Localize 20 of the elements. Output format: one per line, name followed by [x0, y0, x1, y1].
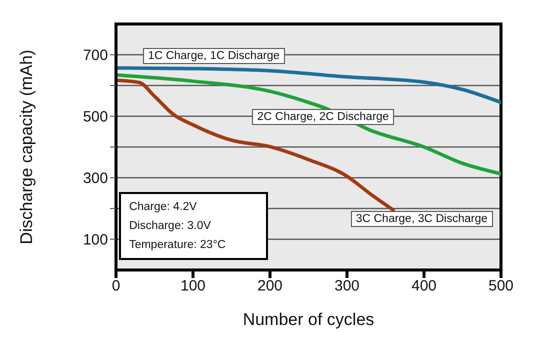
note-box: Charge: 4.2V Discharge: 3.0V Temperature: 23°C	[119, 192, 268, 260]
y-tick-label: 100	[82, 232, 108, 249]
y-tick-label: 500	[82, 108, 108, 126]
y-tick-label: 700	[82, 47, 108, 64]
x-tick-label: 500	[488, 278, 514, 295]
x-tick-label: 300	[334, 278, 360, 295]
annotation: Temperature: 23°C	[129, 238, 226, 253]
y-tick-label: 300	[82, 170, 108, 188]
x-tick-label: 0	[112, 278, 120, 295]
x-axis-title: Number of cycles	[242, 310, 374, 329]
annotation: Discharge: 3.0V	[129, 218, 212, 234]
label-box: 1C Charge, 1C Discharge	[142, 48, 285, 64]
label-box: 2C Charge, 2C Discharge	[252, 109, 394, 126]
annotation: Charge: 4.2V	[129, 200, 198, 215]
x-tick-label: 100	[180, 278, 206, 295]
y-axis-title: Discharge capacity (mAh)	[17, 50, 36, 244]
x-tick-label: 200	[257, 278, 283, 295]
label-box: 3C Charge, 3C Discharge	[350, 210, 493, 227]
x-tick-label: 400	[411, 278, 437, 295]
line-series	[116, 78, 395, 212]
